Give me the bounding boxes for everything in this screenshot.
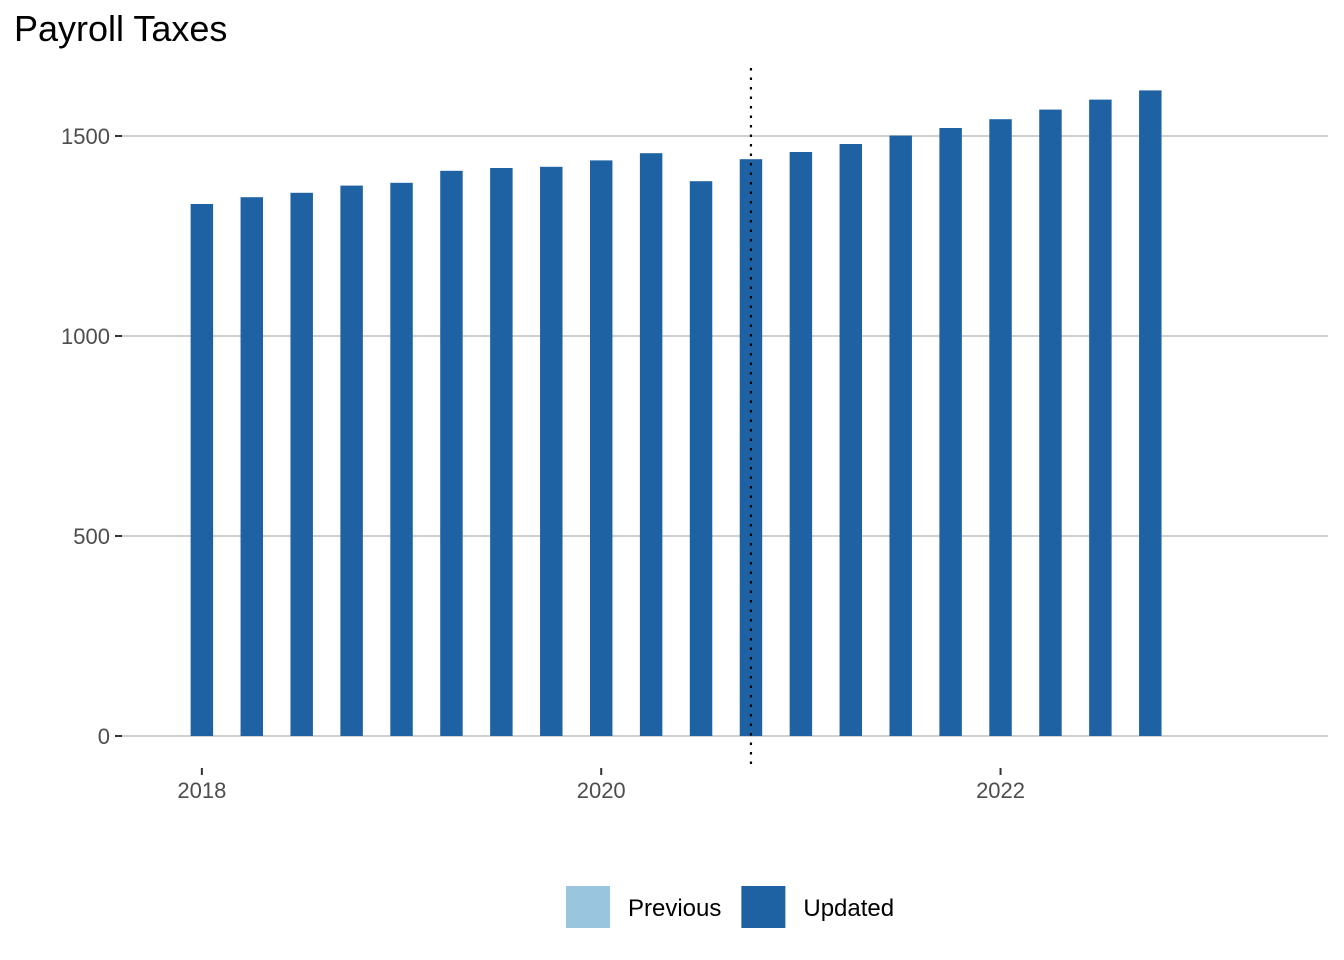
bar [440, 170, 463, 737]
x-tick-label: 2018 [177, 778, 226, 803]
bar [1089, 99, 1112, 737]
x-axis: 2018 2020 2022 [177, 768, 1025, 803]
legend: Previous Updated [566, 886, 894, 928]
legend-swatch [741, 886, 786, 928]
y-tick-label: 0 [98, 724, 110, 749]
y-tick-label: 500 [73, 524, 110, 549]
bar [739, 159, 763, 736]
bar [839, 144, 863, 736]
bar [689, 181, 713, 736]
bar [989, 119, 1012, 736]
bar [340, 185, 363, 737]
bar [390, 182, 413, 737]
bar [540, 166, 563, 737]
bar [240, 197, 264, 736]
bar [1039, 109, 1062, 737]
x-tick-label: 2022 [976, 778, 1025, 803]
y-axis: 0 500 1000 1500 [61, 124, 122, 749]
x-tick-label: 2020 [577, 778, 626, 803]
bars [190, 90, 1162, 737]
legend-label: Previous [628, 895, 721, 922]
bar [589, 160, 613, 736]
chart-title: Payroll Taxes [14, 8, 228, 49]
bar [889, 135, 912, 737]
bar [639, 153, 663, 736]
y-tick-label: 1000 [61, 324, 110, 349]
bar [490, 168, 513, 736]
grid-lines [122, 135, 1328, 737]
bar [939, 128, 962, 736]
bar [190, 204, 214, 736]
legend-swatch [566, 886, 610, 928]
y-tick-label: 1500 [61, 124, 110, 149]
bar [1139, 90, 1162, 736]
bar [290, 192, 313, 737]
bar [789, 152, 813, 736]
legend-label: Updated [803, 895, 894, 922]
